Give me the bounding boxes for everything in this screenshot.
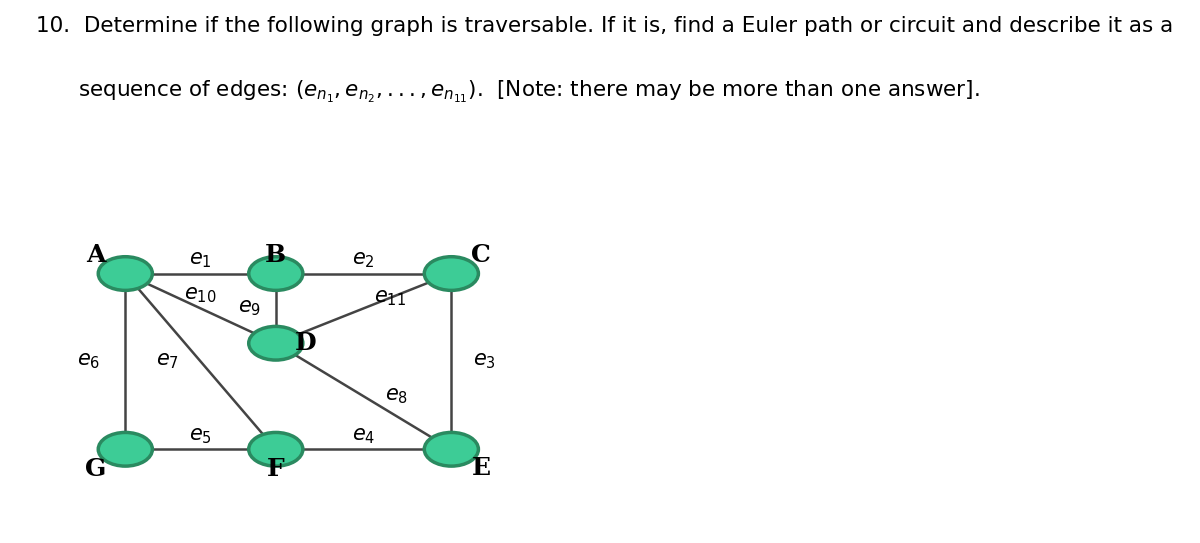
Text: D: D (295, 331, 317, 355)
Text: F: F (266, 457, 284, 481)
Ellipse shape (98, 257, 152, 291)
Text: $e_{11}$: $e_{11}$ (374, 288, 406, 308)
Text: E: E (472, 456, 491, 480)
Text: $e_{10}$: $e_{10}$ (185, 285, 217, 305)
Text: $e_{9}$: $e_{9}$ (238, 299, 260, 318)
Text: $e_{2}$: $e_{2}$ (353, 250, 374, 270)
Ellipse shape (98, 432, 152, 466)
Text: $e_{7}$: $e_{7}$ (156, 351, 179, 371)
Text: sequence of edges: $(e_{n_1}, e_{n_2}, ..., e_{n_{11}})$.  [Note: there may be m: sequence of edges: $(e_{n_1}, e_{n_2}, .… (78, 79, 979, 105)
Text: $e_{6}$: $e_{6}$ (78, 351, 101, 371)
Ellipse shape (425, 257, 479, 291)
Ellipse shape (248, 432, 302, 466)
Ellipse shape (248, 326, 302, 360)
Text: $e_{8}$: $e_{8}$ (385, 386, 408, 406)
Text: A: A (86, 243, 106, 267)
Text: C: C (472, 243, 491, 267)
Text: $e_{5}$: $e_{5}$ (190, 426, 212, 446)
Text: G: G (85, 457, 107, 481)
Text: B: B (265, 243, 287, 267)
Text: $e_{1}$: $e_{1}$ (190, 250, 212, 270)
Ellipse shape (425, 432, 479, 466)
Text: $e_{4}$: $e_{4}$ (352, 426, 376, 446)
Text: 10.  Determine if the following graph is traversable. If it is, find a Euler pat: 10. Determine if the following graph is … (36, 16, 1174, 36)
Text: $e_{3}$: $e_{3}$ (473, 351, 496, 371)
Ellipse shape (248, 257, 302, 291)
